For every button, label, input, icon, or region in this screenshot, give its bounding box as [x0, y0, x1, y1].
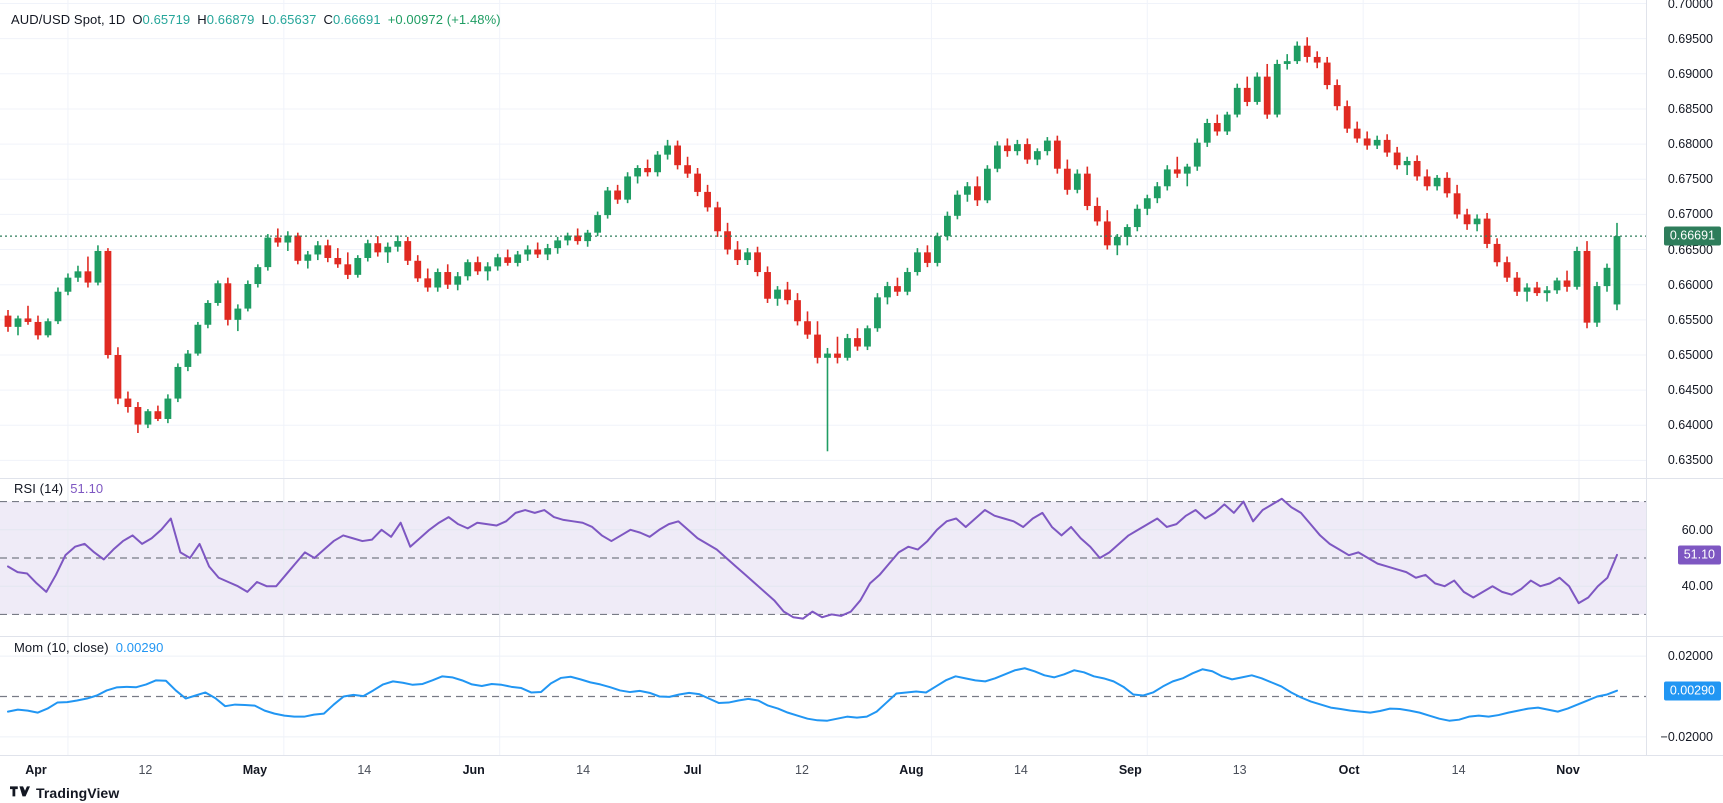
price-plot-area[interactable]: [0, 0, 1647, 478]
price-axis-tick: 0.64500: [1667, 383, 1713, 398]
price-axis-tick: 0.69500: [1667, 31, 1713, 46]
price-axis-tick: 0.67000: [1667, 207, 1713, 222]
rsi-indicator-name[interactable]: RSI (14): [14, 481, 64, 496]
time-axis-day-label: 14: [1451, 763, 1466, 777]
momentum-indicator-value: 0.00290: [115, 640, 164, 655]
time-axis-month-label: May: [242, 763, 268, 777]
open-value: 0.65719: [142, 12, 191, 27]
time-axis-day-label: 14: [1013, 763, 1028, 777]
footer: TradingView: [0, 785, 1723, 803]
time-axis-day-label: 13: [1232, 763, 1247, 777]
price-axis-tick: 0.68000: [1667, 137, 1713, 152]
symbol-label[interactable]: AUD/USD Spot, 1D: [11, 12, 126, 27]
rsi-value-badge: 51.10: [1677, 545, 1721, 565]
price-axis-tick: 0.67500: [1667, 172, 1713, 187]
rsi-axis-tick: 40.00: [1681, 579, 1713, 594]
time-axis-month-label: Apr: [25, 763, 47, 777]
momentum-axis-tick: −0.02000: [1660, 729, 1713, 744]
price-axis-tick: 0.66000: [1667, 277, 1713, 292]
candlestick-series: [0, 0, 1647, 478]
close-value: 0.66691: [332, 12, 381, 27]
time-axis-month-label: Nov: [1556, 763, 1580, 777]
time-axis-month-label: Oct: [1338, 763, 1360, 777]
price-pane: 0.70000 0.69500 0.69000 0.68500 0.68000 0.675…: [0, 0, 1723, 478]
momentum-legend: Mom (10, close) 0.00290: [14, 640, 163, 655]
time-axis-month-label: Jul: [683, 763, 702, 777]
price-axis-tick: 0.63500: [1667, 453, 1713, 468]
tradingview-logo[interactable]: TradingView: [10, 785, 119, 801]
rsi-axis-tick: 60.00: [1681, 522, 1713, 537]
high-key: H: [197, 12, 207, 27]
low-key: L: [261, 12, 269, 27]
open-key: O: [132, 12, 143, 27]
rsi-axis[interactable]: 60.00 40.00 51.10: [1646, 479, 1723, 636]
rsi-series: [0, 479, 1647, 636]
rsi-pane: 60.00 40.00 51.10: [0, 478, 1723, 636]
time-axis-day-label: 12: [795, 763, 809, 777]
price-axis-tick: 0.66500: [1667, 242, 1713, 257]
close-key: C: [323, 12, 333, 27]
price-axis-tick: 0.70000: [1667, 0, 1713, 11]
current-price-badge: 0.66691: [1663, 226, 1721, 246]
price-axis-tick: 0.65000: [1667, 348, 1713, 362]
momentum-series: [0, 637, 1647, 755]
momentum-value-badge: 0.00290: [1663, 681, 1721, 701]
price-axis-tick: 0.65500: [1667, 312, 1713, 327]
momentum-indicator-name[interactable]: Mom (10, close): [14, 640, 109, 655]
price-axis-tick: 0.64000: [1667, 418, 1713, 433]
rsi-indicator-value: 51.10: [70, 481, 104, 496]
high-value: 0.66879: [206, 12, 255, 27]
price-legend: AUD/USD Spot, 1D O0.65719 H0.66879 L0.65637…: [11, 12, 501, 27]
low-value: 0.65637: [268, 12, 317, 27]
price-axis[interactable]: 0.70000 0.69500 0.69000 0.68500 0.68000 0.675…: [1646, 0, 1723, 478]
time-axis-month-label: Aug: [899, 763, 924, 777]
rsi-plot-area[interactable]: [0, 479, 1647, 636]
price-axis-tick: 0.69000: [1667, 66, 1713, 81]
rsi-legend: RSI (14) 51.10: [14, 481, 103, 496]
time-axis-month-label: Sep: [1118, 763, 1142, 777]
time-axis-day-label: 14: [576, 763, 591, 777]
tradingview-mark-icon: [10, 786, 30, 797]
tradingview-wordmark: TradingView: [36, 785, 120, 801]
time-axis-month-label: Jun: [462, 763, 485, 777]
time-axis-day-label: 12: [138, 763, 153, 777]
time-axis[interactable]: Apr 12 May 14 Jun 14 Jul 12 Aug 14 Sep 13 Oct 14 Nov: [0, 755, 1723, 785]
momentum-axis-tick: 0.02000: [1667, 649, 1713, 664]
momentum-plot-area[interactable]: [0, 637, 1647, 755]
change-value: +0.00972 (+1.48%): [387, 12, 501, 27]
momentum-pane: 0.02000 −0.02000 0.00290: [0, 636, 1723, 755]
momentum-axis[interactable]: 0.02000 −0.02000 0.00290: [1646, 637, 1723, 755]
time-axis-day-label: 14: [357, 763, 372, 777]
price-axis-tick: 0.68500: [1667, 102, 1713, 116]
